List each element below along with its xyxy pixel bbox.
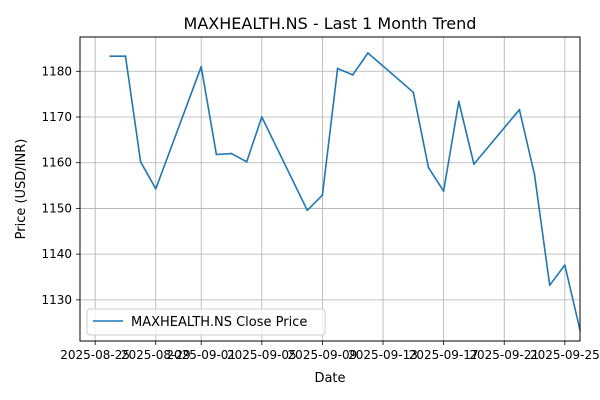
data-point (563, 264, 566, 267)
data-point (154, 187, 157, 190)
grid (80, 37, 580, 341)
data-point (321, 194, 324, 197)
y-tick-label: 1170 (41, 110, 72, 124)
series-line (110, 52, 581, 331)
legend-box (86, 308, 326, 336)
data-point (215, 153, 218, 156)
x-tick-label: 2025-09-01 (166, 348, 236, 362)
data-point (412, 91, 415, 94)
x-tick-label: 2025-09-09 (288, 348, 358, 362)
data-point (473, 163, 475, 165)
series-layer (109, 52, 581, 331)
x-tick-label: 2025-09-17 (409, 348, 479, 362)
chart-title: MAXHEALTH.NS - Last 1 Month Trend (184, 14, 477, 33)
data-point (427, 166, 430, 169)
plot-frame (79, 36, 581, 342)
data-point (200, 65, 203, 68)
data-point (109, 55, 112, 58)
x-tick-label: 2025-09-13 (348, 348, 418, 362)
y-axis-label: Price (USD/INR) (14, 139, 29, 240)
x-tick-label: 2025-08-29 (121, 348, 191, 362)
data-point (457, 100, 460, 103)
data-point (230, 152, 233, 155)
legend-label: MAXHEALTH.NS Close Price (131, 315, 307, 330)
legend: MAXHEALTH.NS Close Price (86, 308, 326, 336)
data-point (139, 160, 142, 163)
data-point (548, 284, 551, 287)
data-point (306, 209, 309, 212)
data-point (336, 67, 339, 70)
y-tick-label: 1160 (41, 156, 72, 170)
x-tick-label: 2025-09-21 (469, 348, 539, 362)
data-point (366, 52, 369, 54)
data-point (518, 108, 521, 111)
x-tick-label: 2025-09-05 (227, 348, 297, 362)
data-point (533, 173, 536, 176)
x-axis: 2025-08-252025-08-292025-09-012025-09-05… (60, 341, 600, 362)
data-point (442, 190, 445, 192)
x-axis-label: Date (314, 371, 345, 386)
x-tick-label: 2025-09-25 (530, 348, 600, 362)
y-tick-label: 1140 (41, 247, 72, 261)
y-axis: 1130 1140 1150 1160 1170 1180 (41, 64, 80, 307)
y-tick-label: 1150 (41, 201, 72, 215)
x-tick-label: 2025-08-25 (60, 348, 130, 362)
data-point (351, 74, 354, 76)
y-tick-label: 1180 (41, 64, 72, 78)
data-point (124, 55, 127, 58)
y-tick-label: 1130 (41, 293, 72, 307)
data-point (245, 160, 248, 163)
data-point (260, 116, 263, 118)
